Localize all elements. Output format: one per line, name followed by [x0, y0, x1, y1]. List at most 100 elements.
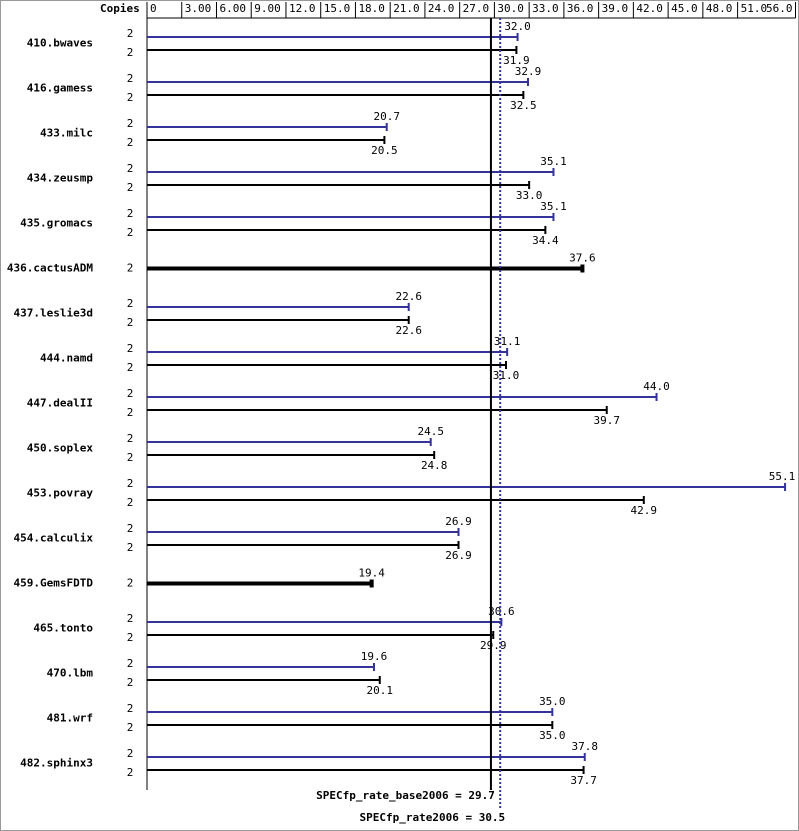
copies-label: 2 — [127, 342, 134, 355]
x-tick-label: 45.0 — [671, 2, 698, 15]
x-tick-label: 39.0 — [602, 2, 629, 15]
copies-label: 2 — [127, 316, 134, 329]
bar — [147, 631, 495, 639]
bar — [147, 226, 547, 234]
copies-label: 2 — [127, 477, 134, 490]
bar — [147, 406, 608, 414]
value-label: 22.6 — [395, 290, 422, 303]
benchmark-name: 450.soplex — [27, 442, 94, 455]
value-label: 42.9 — [631, 504, 658, 517]
reference-label: SPECfp_rate2006 = 30.5 — [359, 811, 505, 824]
bar — [147, 451, 436, 459]
copies-label: 2 — [127, 676, 134, 689]
benchmark-name: 482.sphinx3 — [20, 757, 93, 770]
bar — [147, 168, 555, 176]
benchmark-name: 437.leslie3d — [14, 307, 93, 320]
copies-label: 2 — [127, 577, 134, 590]
x-tick-label: 51.0 — [741, 2, 768, 15]
benchmark-name: 410.bwaves — [27, 37, 93, 50]
bar — [147, 676, 381, 684]
copies-label: 2 — [127, 91, 134, 104]
x-tick-label: 33.0 — [532, 2, 559, 15]
value-label: 37.8 — [571, 740, 598, 753]
value-label: 19.4 — [358, 567, 385, 580]
copies-label: 2 — [127, 297, 134, 310]
copies-label: 2 — [127, 496, 134, 509]
bar — [147, 708, 554, 716]
copies-label: 2 — [127, 631, 134, 644]
value-label: 55.1 — [769, 470, 796, 483]
bar — [147, 136, 386, 144]
bar — [147, 618, 503, 626]
x-tick-label: 48.0 — [706, 2, 733, 15]
x-tick-label: 30.0 — [497, 2, 524, 15]
value-label: 20.5 — [371, 144, 398, 157]
copies-label: 2 — [127, 117, 134, 130]
bar — [147, 303, 410, 311]
copies-label: 2 — [127, 451, 134, 464]
benchmark-name: 453.povray — [27, 487, 94, 500]
copies-label: 2 — [127, 387, 134, 400]
reference-label: SPECfp_rate_base2006 = 29.7 — [316, 789, 495, 802]
bar — [147, 78, 529, 86]
bar — [147, 316, 410, 324]
value-label: 32.5 — [510, 99, 537, 112]
bar — [147, 361, 507, 369]
value-label: 44.0 — [643, 380, 670, 393]
value-label: 20.7 — [373, 110, 400, 123]
bar — [147, 181, 531, 189]
value-label: 32.9 — [515, 65, 542, 78]
value-label: 31.9 — [503, 54, 530, 67]
x-tick-label: 9.00 — [254, 2, 280, 15]
bar — [147, 264, 585, 273]
value-label: 19.6 — [361, 650, 388, 663]
copies-label: 2 — [127, 226, 134, 239]
x-tick-label: 42.0 — [636, 2, 663, 15]
x-tick-label: 0 — [150, 2, 157, 15]
x-tick-label: 36.0 — [567, 2, 594, 15]
value-label: 26.9 — [445, 515, 472, 528]
bar — [147, 33, 519, 41]
benchmark-name: 454.calculix — [14, 532, 94, 545]
copies-label: 2 — [127, 657, 134, 670]
x-tick-label: 21.0 — [393, 2, 420, 15]
copies-label: 2 — [127, 541, 134, 554]
bar — [147, 753, 586, 761]
bar — [147, 91, 525, 99]
value-label: 31.0 — [493, 369, 520, 382]
bar — [147, 528, 460, 536]
x-tick-label: 18.0 — [358, 2, 385, 15]
x-tick-label: 24.0 — [428, 2, 455, 15]
bar — [147, 123, 388, 131]
value-label: 33.0 — [516, 189, 543, 202]
value-label: 37.7 — [570, 774, 597, 787]
x-tick-label: 3.00 — [185, 2, 212, 15]
benchmark-name: 459.GemsFDTD — [14, 577, 94, 590]
copies-label: 2 — [127, 432, 134, 445]
bar — [147, 483, 787, 491]
copies-label: 2 — [127, 522, 134, 535]
bar — [147, 579, 374, 588]
x-tick-label: 27.0 — [463, 2, 490, 15]
x-tick-label: 6.00 — [219, 2, 246, 15]
x-tick-label: 15.0 — [324, 2, 351, 15]
value-label: 35.1 — [540, 155, 567, 168]
benchmark-name: 433.milc — [40, 127, 93, 140]
bar — [147, 541, 460, 549]
bar — [147, 348, 509, 356]
copies-label: 2 — [127, 136, 134, 149]
benchmark-name: 434.zeusmp — [27, 172, 94, 185]
benchmark-name: 470.lbm — [47, 667, 94, 680]
copies-label: 2 — [127, 27, 134, 40]
value-label: 32.0 — [504, 20, 531, 33]
copies-label: 2 — [127, 766, 134, 779]
copies-label: 2 — [127, 162, 134, 175]
value-label: 26.9 — [445, 549, 472, 562]
bar — [147, 213, 555, 221]
copies-label: 2 — [127, 721, 134, 734]
benchmark-name: 447.dealII — [27, 397, 93, 410]
benchmark-name: 436.cactusADM — [7, 262, 93, 275]
bar — [147, 438, 432, 446]
value-label: 31.1 — [494, 335, 521, 348]
